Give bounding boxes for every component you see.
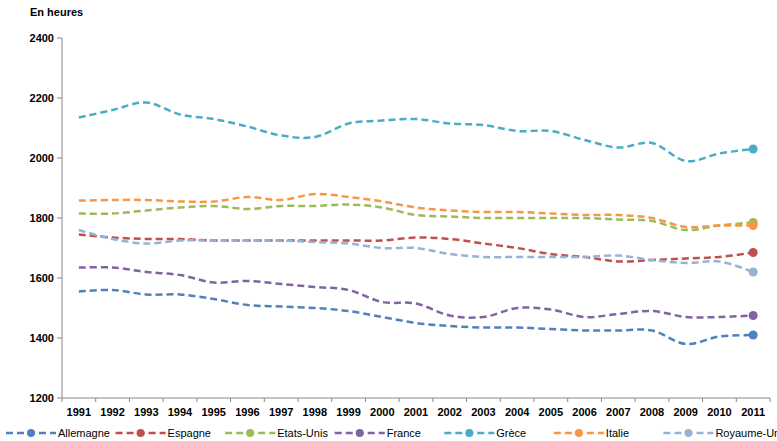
series-line xyxy=(79,290,753,344)
x-tick xyxy=(129,398,130,402)
series-line xyxy=(79,267,753,318)
series-line xyxy=(79,102,753,161)
series-marker xyxy=(749,248,758,257)
y-tick xyxy=(57,278,62,279)
x-tick xyxy=(635,398,636,402)
x-tick-label: 2006 xyxy=(572,406,596,418)
x-tick-label: 2001 xyxy=(404,406,428,418)
series-line xyxy=(79,235,753,262)
x-tick-label: 1996 xyxy=(235,406,259,418)
x-tick xyxy=(230,398,231,402)
plot-area xyxy=(79,102,758,344)
x-tick xyxy=(736,398,737,402)
legend-label: France xyxy=(387,427,421,439)
x-tick xyxy=(534,398,535,402)
x-tick-label: 2002 xyxy=(437,406,461,418)
x-tick xyxy=(466,398,467,402)
series-marker xyxy=(749,145,758,154)
series-marker xyxy=(749,311,758,320)
x-tick xyxy=(331,398,332,402)
x-axis-line xyxy=(62,398,770,399)
series-line xyxy=(79,194,753,227)
x-tick-label: 2004 xyxy=(505,406,530,418)
legend-label: Grèce xyxy=(496,427,526,439)
x-tick-label: 1991 xyxy=(67,406,91,418)
legend-label: Royaume-Uni xyxy=(715,427,777,439)
x-tick-label: 2003 xyxy=(471,406,495,418)
x-tick xyxy=(365,398,366,402)
legend: Allemagne Espagne Etats-Unis France Grèce Ita… xyxy=(6,427,777,439)
x-tick-label: 2005 xyxy=(539,406,563,418)
x-tick-label: 2000 xyxy=(370,406,394,418)
series-marker xyxy=(749,221,758,230)
x-tick-label: 1998 xyxy=(303,406,327,418)
y-tick-label: 1800 xyxy=(30,212,54,224)
legend-label: Allemagne xyxy=(58,427,110,439)
legend-marker xyxy=(465,429,473,437)
x-tick-label: 1994 xyxy=(168,406,193,418)
y-tick-label: 1200 xyxy=(30,392,54,404)
x-tick-label: 1999 xyxy=(336,406,360,418)
legend-marker xyxy=(356,429,364,437)
y-tick-label: 2200 xyxy=(30,92,54,104)
x-tick xyxy=(500,398,501,402)
legend-label: Espagne xyxy=(168,427,211,439)
x-tick xyxy=(95,398,96,402)
y-tick xyxy=(57,338,62,339)
y-tick-label: 1400 xyxy=(30,332,54,344)
x-tick-label: 1992 xyxy=(100,406,124,418)
x-tick-label: 2007 xyxy=(606,406,630,418)
legend-label: Etats-Unis xyxy=(277,427,328,439)
x-tick xyxy=(702,398,703,402)
y-tick-label: 2400 xyxy=(30,32,54,44)
series-marker xyxy=(749,268,758,277)
y-tick-label: 2000 xyxy=(30,152,54,164)
x-tick xyxy=(62,398,63,402)
series-line xyxy=(79,230,753,272)
chart: En heures 1200 1400 1600 1800 2000 2200 2400 199… xyxy=(0,0,777,441)
legend-marker xyxy=(575,429,583,437)
x-tick-label: 2010 xyxy=(707,406,731,418)
y-tick xyxy=(57,98,62,99)
y-axis-label: En heures xyxy=(30,6,83,18)
x-tick xyxy=(264,398,265,402)
x-tick xyxy=(601,398,602,402)
x-tick xyxy=(567,398,568,402)
x-tick-label: 2008 xyxy=(640,406,664,418)
y-tick xyxy=(57,38,62,39)
legend-marker xyxy=(684,429,692,437)
x-tick-label: 1997 xyxy=(269,406,293,418)
x-tick xyxy=(298,398,299,402)
x-tick-label: 2011 xyxy=(741,406,765,418)
legend-marker xyxy=(137,429,145,437)
y-tick xyxy=(57,398,62,399)
x-tick-label: 2009 xyxy=(673,406,697,418)
x-tick-label: 1993 xyxy=(134,406,158,418)
x-tick xyxy=(668,398,669,402)
y-tick xyxy=(57,218,62,219)
legend-marker xyxy=(246,429,254,437)
x-tick xyxy=(196,398,197,402)
x-tick xyxy=(163,398,164,402)
x-tick-label: 1995 xyxy=(201,406,225,418)
x-tick xyxy=(770,398,771,402)
y-tick-label: 1600 xyxy=(30,272,54,284)
legend-label: Italie xyxy=(606,427,629,439)
x-tick xyxy=(432,398,433,402)
y-tick xyxy=(57,158,62,159)
series-marker xyxy=(749,331,758,340)
x-tick xyxy=(399,398,400,402)
legend-marker xyxy=(27,429,35,437)
